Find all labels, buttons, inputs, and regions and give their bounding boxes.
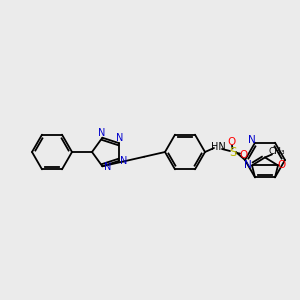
Text: O: O — [239, 150, 247, 160]
Text: O: O — [228, 137, 236, 147]
Text: N: N — [244, 160, 252, 170]
Text: N: N — [120, 156, 128, 166]
Text: N: N — [116, 133, 124, 143]
Text: N: N — [248, 135, 256, 145]
Text: CH₃: CH₃ — [269, 147, 285, 156]
Text: O: O — [278, 160, 286, 170]
Text: N: N — [98, 128, 105, 138]
Text: N: N — [104, 162, 111, 172]
Text: HN: HN — [211, 142, 225, 152]
Text: S: S — [229, 146, 237, 158]
